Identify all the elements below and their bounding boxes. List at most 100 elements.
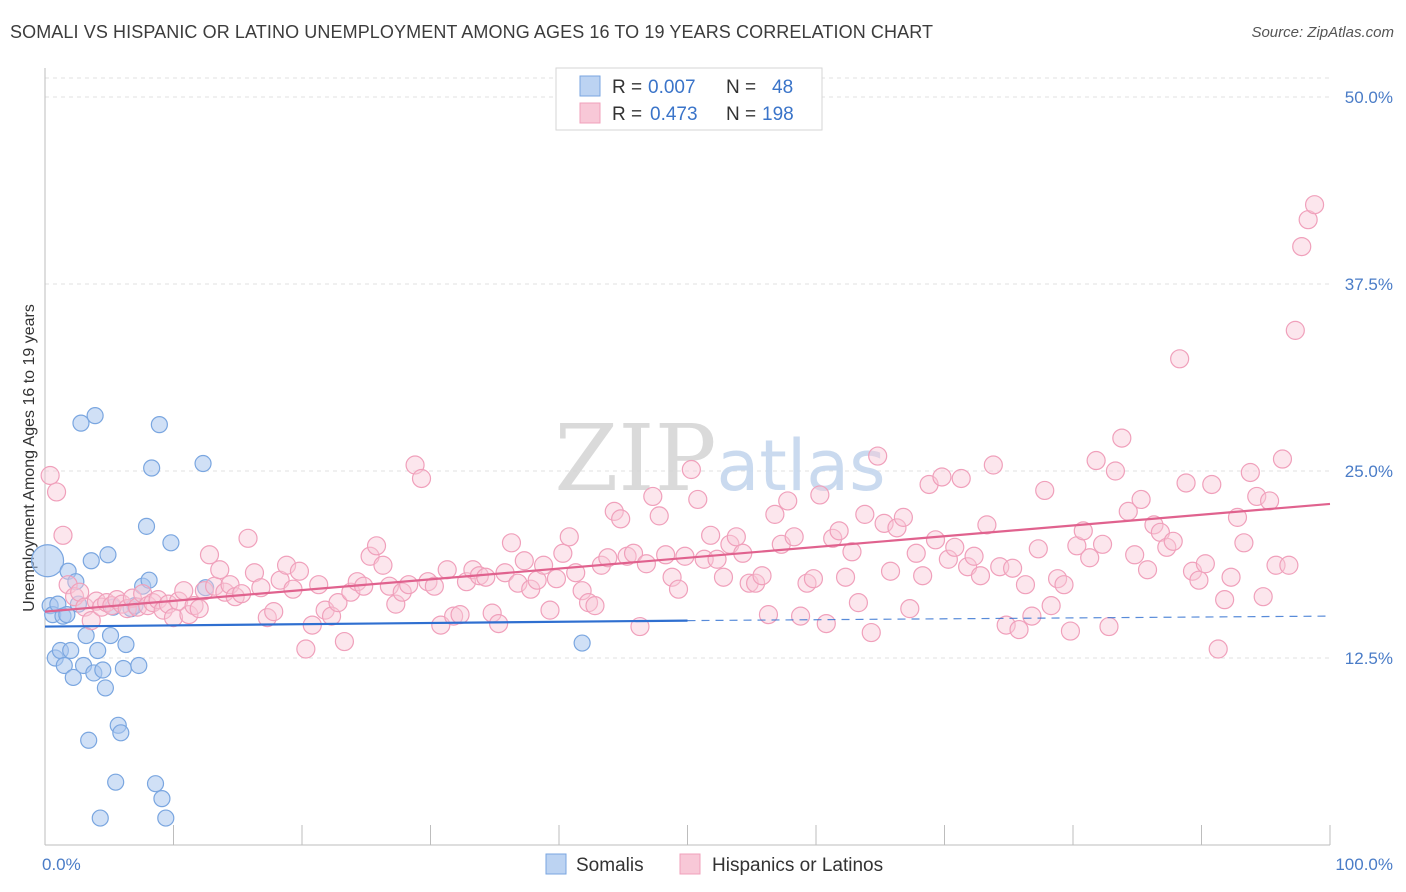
point-hispanic-132 — [848, 593, 869, 613]
point-hispanic-70 — [450, 605, 470, 625]
point-hispanic-155 — [996, 615, 1016, 635]
chart-source: Source: ZipAtlas.com — [1251, 24, 1394, 41]
legend-r-value-1: 0.007 — [648, 77, 696, 98]
trend-lines — [44, 502, 1331, 628]
series-somalis — [30, 407, 591, 827]
point-hispanic-116 — [746, 573, 766, 593]
point-hispanic-93 — [598, 548, 618, 568]
point-hispanic-164 — [1054, 575, 1074, 595]
y-tick-labels: 12.5% 25.0% 37.5% 50.0% — [1345, 88, 1393, 668]
point-hispanic-68 — [437, 560, 457, 580]
x-tick-labels: 0.0% 100.0% — [42, 855, 1393, 874]
point-hispanic-26 — [179, 605, 199, 625]
point-hispanic-41 — [264, 602, 284, 622]
point-hispanic-5 — [70, 582, 90, 602]
point-hispanic-3 — [58, 575, 78, 595]
point-hispanic-20 — [148, 590, 168, 610]
point-hispanic-64 — [411, 468, 432, 489]
point-somali-35 — [130, 656, 148, 675]
point-somali-44 — [162, 534, 180, 552]
point-somali-18 — [82, 552, 100, 570]
point-hispanic-84 — [540, 600, 560, 620]
legend-n-label-1: N = — [726, 77, 756, 98]
point-hispanic-195 — [1253, 587, 1273, 607]
point-hispanic-183 — [1176, 473, 1196, 493]
point-hispanic-62 — [399, 575, 419, 595]
point-hispanic-110 — [707, 549, 727, 569]
point-hispanic-168 — [1080, 548, 1100, 568]
point-hispanic-146 — [938, 549, 958, 569]
point-somali-11 — [64, 668, 82, 687]
point-somali-17 — [80, 731, 98, 749]
point-hispanic-129 — [829, 521, 849, 541]
point-hispanic-203 — [1304, 195, 1325, 215]
point-hispanic-137 — [880, 561, 901, 581]
point-hispanic-2 — [53, 525, 73, 545]
legend-n-value-2: 198 — [762, 104, 794, 125]
trend-line-somali — [44, 619, 688, 628]
point-hispanic-127 — [816, 613, 836, 634]
point-somali-37 — [137, 517, 156, 535]
point-hispanic-135 — [868, 446, 888, 466]
point-hispanic-187 — [1202, 474, 1222, 495]
y-tick-label-2: 37.5% — [1345, 275, 1393, 294]
point-hispanic-121 — [778, 491, 798, 511]
point-somali-42 — [153, 790, 171, 808]
point-hispanic-145 — [932, 467, 952, 487]
point-hispanic-198 — [1272, 449, 1293, 469]
point-hispanic-157 — [1009, 619, 1029, 640]
point-hispanic-85 — [546, 569, 567, 589]
point-hispanic-118 — [758, 605, 779, 625]
legend-r-label-2: R = — [612, 104, 642, 125]
point-somali-30 — [112, 724, 130, 742]
point-hispanic-0 — [40, 465, 60, 486]
point-hispanic-173 — [1112, 428, 1132, 448]
point-hispanic-201 — [1292, 237, 1312, 257]
point-hispanic-46 — [296, 639, 316, 659]
point-hispanic-126 — [810, 485, 830, 505]
point-somali-0 — [30, 544, 65, 578]
point-hispanic-171 — [1099, 616, 1119, 637]
point-hispanic-52 — [334, 631, 355, 652]
point-hispanic-162 — [1041, 596, 1061, 616]
point-hispanic-122 — [784, 527, 804, 547]
point-somali-21 — [89, 641, 107, 660]
point-hispanic-190 — [1221, 567, 1241, 587]
watermark-atlas: atlas — [717, 425, 886, 507]
point-hispanic-185 — [1189, 570, 1209, 590]
point-hispanic-189 — [1215, 590, 1235, 610]
y-axis-title: Unemployment Among Ages 16 to 19 years — [21, 304, 38, 612]
point-hispanic-32 — [210, 560, 230, 580]
y-tick-label-3: 50.0% — [1345, 88, 1393, 107]
point-hispanic-130 — [835, 567, 856, 587]
point-hispanic-151 — [970, 566, 991, 586]
legend-r-value-2: 0.473 — [650, 104, 698, 125]
point-hispanic-165 — [1060, 621, 1081, 641]
point-somali-25 — [99, 546, 117, 564]
axes — [44, 68, 1331, 846]
trend-line-hispanic — [44, 502, 1331, 613]
point-hispanic-133 — [855, 504, 875, 524]
point-hispanic-142 — [913, 566, 933, 586]
point-somali-39 — [143, 459, 161, 477]
point-hispanic-61 — [392, 582, 412, 602]
point-hispanic-199 — [1279, 555, 1299, 575]
watermark: ZIPatlas — [554, 405, 885, 512]
legend-bottom-label-hispanic: Hispanics or Latinos — [712, 855, 883, 876]
point-hispanic-107 — [688, 489, 708, 510]
series-hispanics — [40, 195, 1325, 659]
y-tick-label-0: 12.5% — [1345, 649, 1393, 668]
point-hispanic-167 — [1073, 521, 1093, 541]
point-hispanic-30 — [199, 545, 220, 565]
point-hispanic-15 — [122, 588, 142, 608]
point-hispanic-177 — [1137, 560, 1158, 580]
point-somali-47 — [573, 634, 591, 652]
point-hispanic-192 — [1234, 533, 1254, 553]
point-hispanic-18 — [138, 596, 158, 616]
point-hispanic-119 — [765, 504, 785, 524]
point-somali-23 — [94, 661, 112, 679]
point-hispanic-128 — [823, 528, 843, 548]
point-hispanic-152 — [977, 515, 997, 535]
point-hispanic-160 — [1028, 539, 1048, 559]
